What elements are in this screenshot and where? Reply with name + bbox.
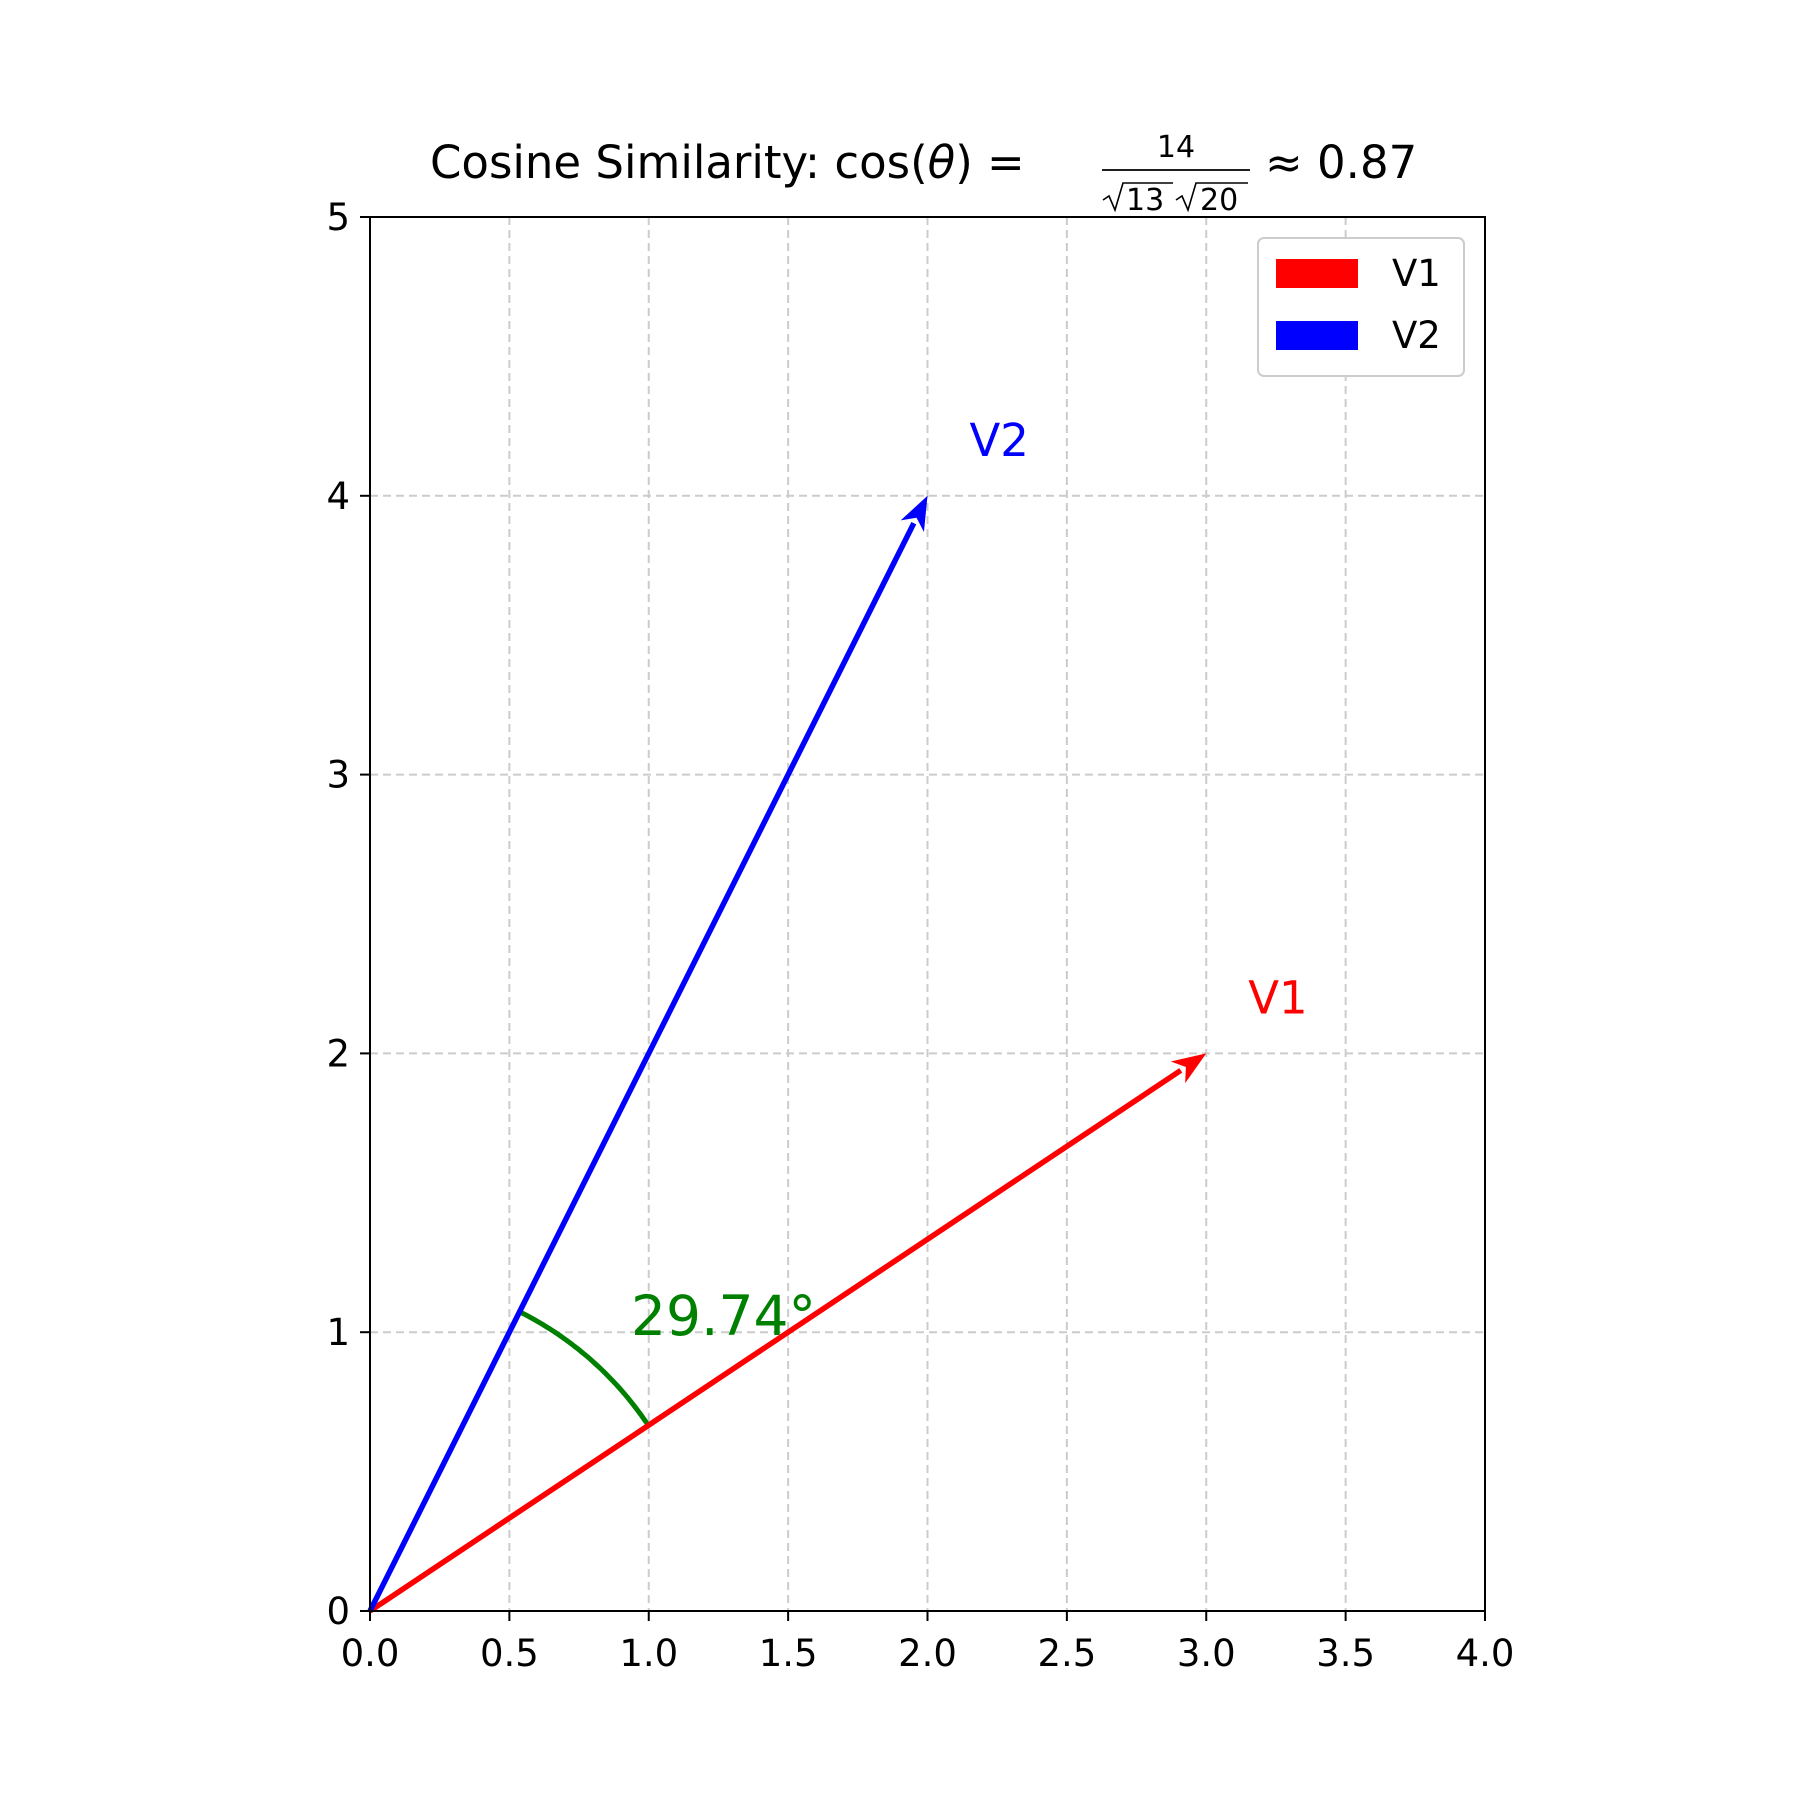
angle-arc xyxy=(518,1309,651,1427)
title-suffix: ≈ 0.87 xyxy=(1265,136,1417,189)
vector-v2-label: V2 xyxy=(970,414,1029,467)
x-tick-label: 0.5 xyxy=(480,1632,539,1675)
vector-v1-shaft xyxy=(368,1068,1183,1614)
x-tick-label: 1.0 xyxy=(619,1632,678,1675)
x-tick-label: 2.0 xyxy=(898,1632,957,1675)
sqrt-sign-2 xyxy=(1175,182,1248,213)
y-tick-label: 1 xyxy=(326,1311,350,1354)
x-tick-label: 3.0 xyxy=(1177,1632,1236,1675)
y-tick-label: 4 xyxy=(326,475,350,518)
x-tick-label: 3.5 xyxy=(1316,1632,1375,1675)
x-tick-label: 1.5 xyxy=(759,1632,818,1675)
x-tick-label: 4.0 xyxy=(1456,1632,1515,1675)
vector-v1-arrowhead xyxy=(1170,1053,1207,1084)
chart-title: Cosine Similarity: cos(θ) = 14 13 20 ≈ 0… xyxy=(430,130,1417,218)
title-numerator: 14 xyxy=(1157,130,1195,165)
legend-label-v2: V2 xyxy=(1392,314,1441,357)
sqrt-sign-1 xyxy=(1102,182,1173,213)
y-tick-label: 3 xyxy=(326,754,350,797)
vector-v2-arrowhead xyxy=(900,495,928,533)
angle-label: 29.74° xyxy=(631,1284,816,1348)
vector-v1-label: V1 xyxy=(1248,971,1307,1024)
title-denominator-a: 13 xyxy=(1126,183,1164,218)
title-prefix: Cosine Similarity: cos(θ) = xyxy=(430,136,1025,189)
y-tick-label: 5 xyxy=(326,196,350,239)
vectors-layer: 29.74° V1 V2 xyxy=(367,414,1308,1614)
axis-ticks: 0.0 0.5 1.0 1.5 2.0 2.5 3.0 3.5 4.0 0 1 2 3 4 5 xyxy=(326,196,1514,1675)
vector-v2-shaft xyxy=(367,521,917,1613)
x-tick-label: 0.0 xyxy=(341,1632,400,1675)
grid-lines xyxy=(370,217,1485,1611)
legend-swatch-v2 xyxy=(1276,321,1358,350)
legend-label-v1: V1 xyxy=(1392,252,1441,295)
y-tick-label: 0 xyxy=(326,1590,350,1633)
x-tick-label: 2.5 xyxy=(1037,1632,1096,1675)
legend-swatch-v1 xyxy=(1276,259,1358,288)
legend: V1 V2 xyxy=(1257,237,1465,377)
y-tick-label: 2 xyxy=(326,1032,350,1075)
title-denominator-b: 20 xyxy=(1200,183,1238,218)
